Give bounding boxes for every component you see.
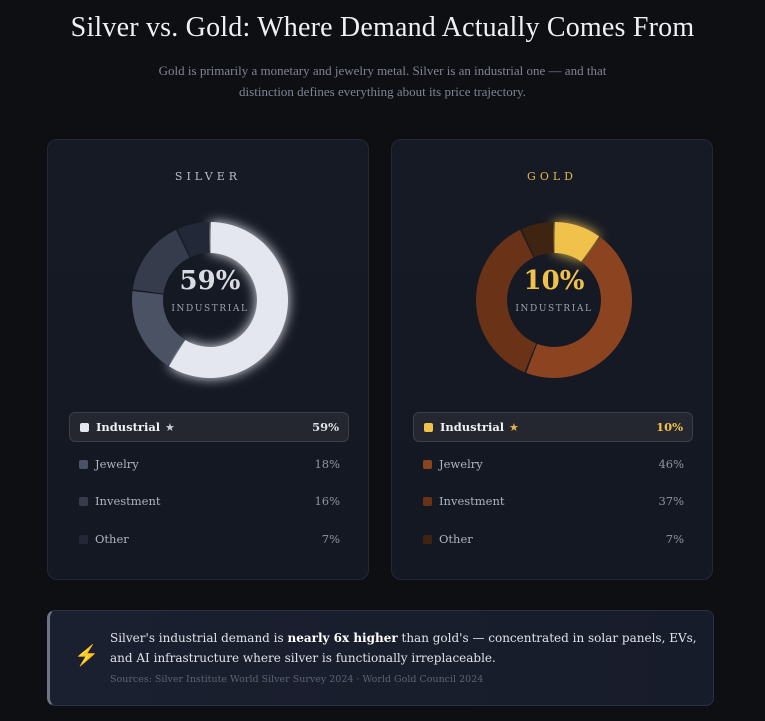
callout-text: Silver's industrial demand is nearly 6x … [110, 628, 700, 668]
legend-swatch [79, 497, 88, 507]
donut-slice-other [521, 222, 554, 258]
legend-swatch [423, 535, 432, 545]
legend-value: 7% [321, 532, 340, 547]
legend-item-industrial[interactable]: Industrial ★ 10% [413, 412, 693, 442]
legend-swatch [423, 497, 432, 507]
legend-item-jewelry[interactable]: Jewelry 46% [413, 450, 693, 480]
callout-text-before: Silver's industrial demand is [110, 631, 288, 645]
legend-label: Industrial [96, 420, 161, 434]
legend-swatch [79, 535, 88, 545]
donut-slice-investment [476, 229, 537, 373]
legend-swatch [80, 423, 89, 432]
gold-center-label: INDUSTRIAL [515, 304, 593, 314]
legend-value: 10% [656, 420, 683, 434]
silver-legend: Industrial ★ 59% Jewelry 18% Investment 16% Oth… [69, 412, 349, 563]
legend-label: Other [95, 532, 129, 547]
legend-item-industrial[interactable]: Industrial ★ 59% [69, 412, 349, 442]
gold-card: GOLD 10% INDUSTRIAL Industrial ★ 10% Jewelr… [391, 139, 713, 580]
legend-item-other[interactable]: Other 7% [69, 525, 349, 555]
silver-donut-chart: 59% INDUSTRIAL [128, 218, 292, 382]
star-icon: ★ [509, 421, 519, 434]
legend-value: 16% [314, 494, 340, 509]
page-subtitle: Gold is primarily a monetary and jewelry… [158, 63, 607, 99]
donut-slice-other [177, 222, 210, 258]
legend-item-investment[interactable]: Investment 37% [413, 487, 693, 517]
legend-label: Jewelry [95, 456, 139, 471]
legend-value: 18% [314, 456, 340, 471]
donut-slice-industrial [168, 222, 288, 378]
page-title: Silver vs. Gold: Where Demand Actually C… [70, 12, 695, 43]
gold-center-value: 10% [523, 266, 585, 296]
legend-label: Industrial [440, 420, 505, 434]
gold-legend: Industrial ★ 10% Jewelry 46% Investment 37% Oth… [413, 412, 693, 563]
donut-slice-jewelry [132, 291, 185, 366]
callout-text-after: than gold's — concentrated in solar pane… [110, 631, 697, 665]
star-icon: ★ [165, 421, 175, 434]
legend-value: 7% [665, 532, 684, 547]
legend-swatch [79, 459, 88, 469]
lightning-bolt-icon: ⚡ [74, 643, 99, 667]
legend-value: 46% [658, 456, 684, 471]
gold-donut-svg [476, 222, 632, 378]
legend-label: Other [439, 532, 473, 547]
donut-slice-jewelry [526, 237, 632, 378]
legend-item-jewelry[interactable]: Jewelry 18% [69, 450, 349, 480]
legend-swatch [423, 459, 432, 469]
donut-slice-investment [132, 229, 190, 294]
gold-donut-chart: 10% INDUSTRIAL [472, 218, 636, 382]
legend-item-other[interactable]: Other 7% [413, 525, 693, 555]
legend-swatch [424, 423, 433, 432]
legend-label: Investment [439, 494, 505, 509]
legend-item-investment[interactable]: Investment 16% [69, 487, 349, 517]
silver-center-label: INDUSTRIAL [171, 304, 249, 314]
legend-label: Jewelry [439, 456, 483, 471]
silver-center-value: 59% [179, 266, 241, 296]
legend-value: 59% [312, 420, 339, 434]
callout-text-bold: nearly 6x higher [287, 631, 398, 645]
silver-donut-svg [132, 222, 288, 378]
gold-card-title: GOLD [527, 170, 577, 183]
donut-slice-industrial [554, 222, 600, 262]
legend-value: 37% [658, 494, 684, 509]
callout-sources: Sources: Silver Institute World Silver S… [110, 674, 484, 685]
silver-card-title: SILVER [174, 170, 242, 183]
insight-callout: ⚡ Silver's industrial demand is nearly 6… [47, 610, 714, 706]
silver-card: SILVER 59% INDUSTRIAL Industrial ★ 59% Jewe… [47, 139, 369, 580]
legend-label: Investment [95, 494, 161, 509]
